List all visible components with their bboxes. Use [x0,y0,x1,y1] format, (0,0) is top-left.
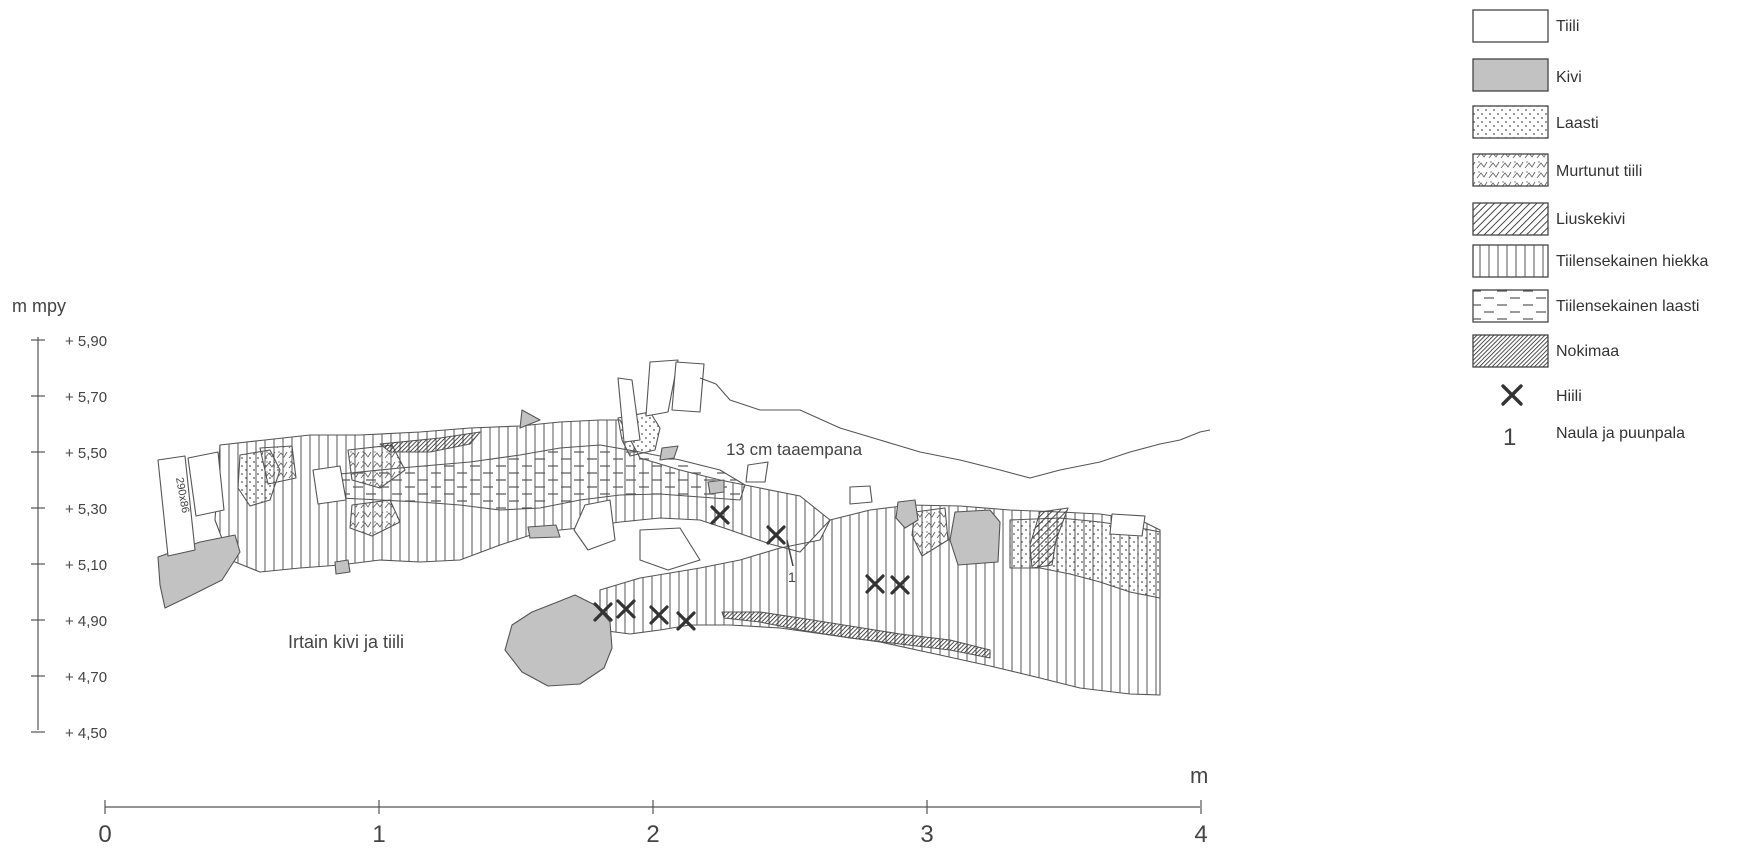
brick-2 [187,451,225,517]
legend-swatch-hiili [1501,384,1523,406]
horizontal-tick-label: 3 [920,821,933,848]
legend-label-laasti: Laasti [1556,115,1599,132]
charcoal-mark [616,599,636,619]
stone-small-2 [949,509,1001,566]
broken-brick-4 [911,507,949,557]
legend-swatch-tlaasti [1472,289,1549,323]
horizontal-tick-label: 4 [1194,821,1207,848]
legend-label-naula: Naula ja puunpala [1556,425,1685,442]
legend-label-noki: Nokimaa [1556,343,1619,360]
vertical-tick-label: + 5,10 [65,557,107,574]
broken-brick-2 [259,445,297,485]
vertical-axis-unit: m mpy [12,296,66,316]
brick-11 [312,465,347,505]
brick-3 [617,377,641,443]
legend-swatch-hiekka [1472,244,1549,278]
soot-layer-upper [379,431,481,453]
stone-small-6 [334,559,351,575]
brick-5 [671,361,705,413]
legend-label-hiili: Hiili [1556,388,1582,405]
charcoal-mark [649,605,669,625]
legend-swatch-liuske [1472,202,1549,236]
charcoal-marks [593,505,910,631]
stone-small-1 [895,499,919,529]
legend-swatch-laasti [1472,105,1549,139]
nail-line [786,539,794,567]
mortar-layer [329,444,746,511]
vertical-tick-label: + 4,90 [65,613,107,630]
charcoal-mark [710,505,730,525]
stone-small-3 [519,409,541,429]
loose-stone-note: Irtain kivi ja tiili [288,632,404,652]
legend-swatch-murtunut [1472,153,1549,187]
legend-swatch-naula: 1 [1503,424,1516,451]
brick-7 [639,527,701,571]
legend-swatch-kivi [1472,58,1549,92]
charcoal-mark [890,575,910,595]
vertical-tick-label: + 5,30 [65,501,107,518]
vertical-tick-label: + 5,70 [65,389,107,406]
charcoal-mark [865,574,885,594]
horizontal-tick-label: 1 [372,821,385,848]
stone-large [504,594,613,687]
vertical-tick-label: + 5,50 [65,445,107,462]
brick-9 [1109,513,1146,537]
brick-8 [849,485,873,505]
soot-layer-lower [721,611,991,659]
horizontal-tick-label: 2 [646,821,659,848]
legend-label-liuske: Liuskekivi [1556,211,1625,228]
vertical-tick-label: + 4,50 [65,725,107,742]
rear-profile-line [699,377,1211,479]
vertical-tick-label: + 4,70 [65,669,107,686]
legend-label-kivi: Kivi [1556,69,1582,86]
legend-swatch-tiili [1472,9,1549,43]
section-profile [157,359,1211,696]
horizontal-tick-label: 0 [98,821,111,848]
legend-label-murtunut: Murtunut tiili [1556,163,1642,180]
charcoal-mark [593,602,613,622]
vertical-tick-label: + 5,90 [65,333,107,350]
slate-piece [1029,507,1069,569]
legend-label-tlaasti: Tiilensekainen laasti [1556,298,1699,315]
legend: Tiili Kivi Laasti Murtunut tiili Liuskek… [1472,9,1708,451]
legend-label-tiili: Tiili [1556,18,1579,35]
vertical-axis: m mpy + 5,90 + 5,70 + 5,50 + 5,30 + 5,10 + 4,… [12,296,107,742]
nail-marker: 1 [788,569,796,585]
stone-small-4 [659,445,679,461]
stone-small-5 [527,524,561,539]
brick-10 [745,461,769,483]
legend-label-hiekka: Tiilensekainen hiekka [1556,253,1708,270]
brick-6 [573,499,616,551]
brick-1 [157,455,196,557]
stone-small-7 [707,479,725,495]
horizontal-axis-unit: m [1190,763,1208,788]
horizontal-axis: m 0 1 2 3 4 [98,763,1208,848]
behind-note: 13 cm taaempana [726,440,863,459]
brick-4 [645,359,679,417]
legend-swatch-noki [1472,334,1549,368]
charcoal-mark [676,611,696,631]
broken-brick-3 [349,499,401,537]
charcoal-mark [766,525,786,545]
